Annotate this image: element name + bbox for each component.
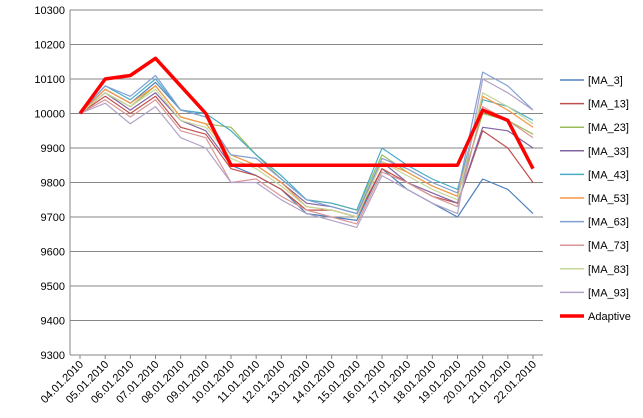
series-line-ma_33 xyxy=(79,92,534,215)
y-tick-label: 9300 xyxy=(41,350,65,362)
legend-label: [MA_83] xyxy=(588,264,629,276)
y-tick-label: 10200 xyxy=(34,40,65,52)
y-axis-ticks: 9300 9400 9500 9600 9700 9800 9900 10000 10100 10… xyxy=(34,5,65,362)
series-line-ma_63 xyxy=(79,71,534,215)
series-line-ma_73 xyxy=(79,99,534,225)
series-line-ma_83 xyxy=(79,88,534,218)
legend-label: [MA_23] xyxy=(588,122,629,134)
y-tick-label: 9400 xyxy=(41,316,65,328)
y-tick-label: 9900 xyxy=(41,143,65,155)
legend-label: Adaptive xyxy=(588,311,631,323)
legend: [MA_3] [MA_13] [MA_23] [MA_33] [MA_43] [MA_53… xyxy=(560,75,631,323)
legend-label: [MA_3] xyxy=(588,75,623,87)
y-tick-label: 9700 xyxy=(41,212,65,224)
y-tick-label: 10100 xyxy=(34,74,65,86)
legend-label: [MA_13] xyxy=(588,99,629,111)
y-tick-label: 9500 xyxy=(41,281,65,293)
legend-label: [MA_43] xyxy=(588,169,629,181)
legend-label: [MA_93] xyxy=(588,287,629,299)
y-tick-label: 9600 xyxy=(41,247,65,259)
series-lines xyxy=(78,56,535,228)
series-line-adaptive xyxy=(78,56,535,170)
y-tick-label: 9800 xyxy=(41,178,65,190)
y-tick-label: 10300 xyxy=(34,5,65,17)
legend-label: [MA_33] xyxy=(588,146,629,158)
gridlines xyxy=(69,9,543,356)
legend-label: [MA_63] xyxy=(588,217,629,229)
y-tick-label: 10000 xyxy=(34,109,65,121)
legend-label: [MA_53] xyxy=(588,193,629,205)
series-line-ma_93 xyxy=(79,78,534,228)
legend-label: [MA_73] xyxy=(588,240,629,252)
